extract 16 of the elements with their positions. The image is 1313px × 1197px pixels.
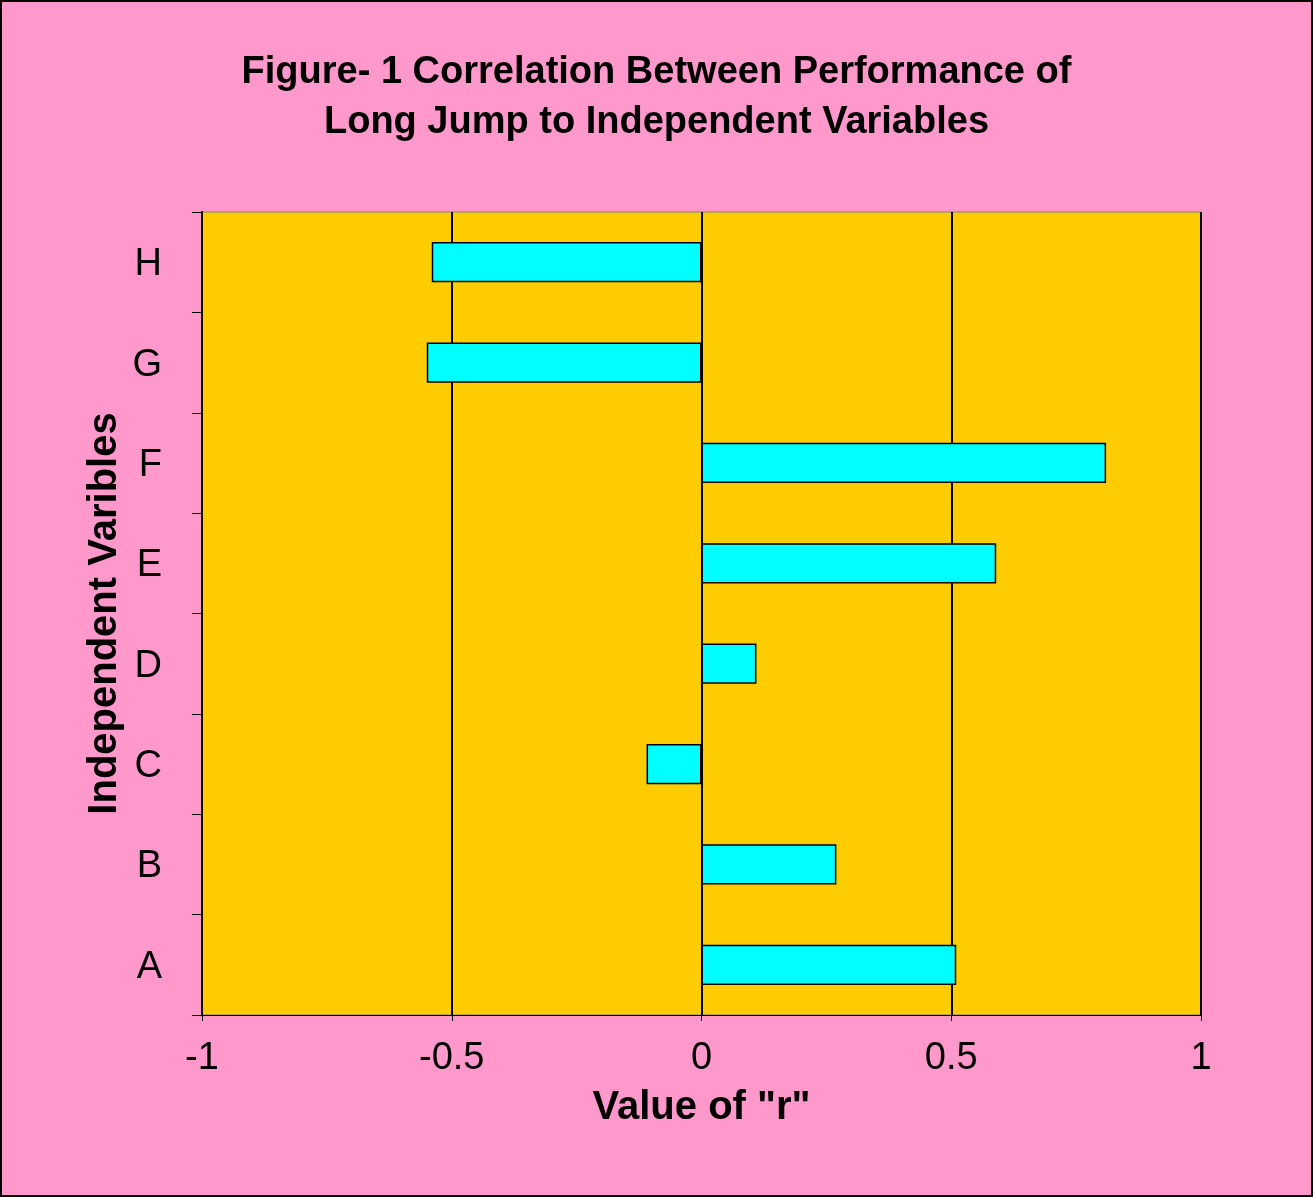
y-tick-label: C <box>134 743 162 786</box>
y-axis-title: Independent Varibles <box>79 412 124 815</box>
y-tick-label: E <box>136 542 162 585</box>
y-tick-label: A <box>136 943 163 986</box>
y-tick-label: H <box>134 241 162 284</box>
x-tick-label: 0.5 <box>924 1035 978 1077</box>
x-tick-label: -0.5 <box>419 1035 485 1077</box>
x-tick-label: 0 <box>690 1035 713 1077</box>
x-tick-label: -1 <box>185 1035 219 1077</box>
chart-title: Figure- 1 Correlation Between Performance of Long Jump to Independent Variables <box>241 49 1072 141</box>
y-tick-label: B <box>136 843 162 886</box>
x-axis-title: Value of "r" <box>592 1083 811 1127</box>
y-tick-label: D <box>134 642 162 685</box>
x-tick-label: 1 <box>1190 1035 1212 1077</box>
y-tick-label: F <box>138 441 162 484</box>
y-tick-label: G <box>132 341 162 384</box>
